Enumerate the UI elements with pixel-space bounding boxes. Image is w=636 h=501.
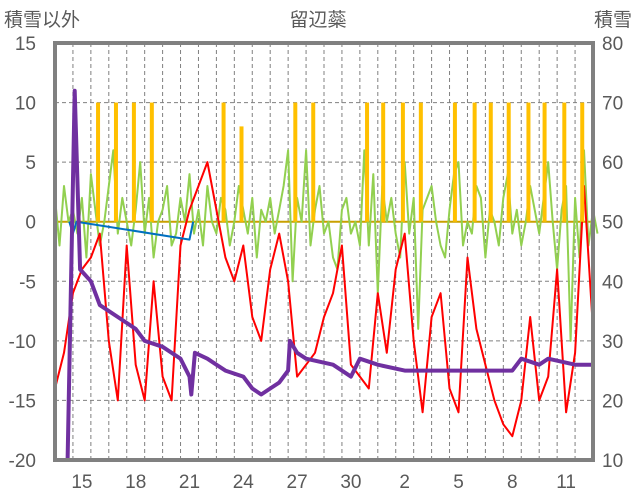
right-tick-label: 10 xyxy=(602,451,623,472)
x-tick-label: 24 xyxy=(233,472,255,493)
x-tick-label: 18 xyxy=(125,472,146,493)
x-tick-label: 21 xyxy=(179,472,200,493)
bar-orange xyxy=(311,102,316,222)
left-axis-label: 積雪以外 xyxy=(4,9,80,31)
right-tick-label: 40 xyxy=(602,272,623,293)
right-tick-label: 80 xyxy=(602,34,623,55)
bar-orange xyxy=(400,102,405,222)
bar-orange xyxy=(488,102,493,222)
x-tick-label: 2 xyxy=(399,472,410,493)
x-tick-label: 11 xyxy=(556,472,576,493)
bar-orange xyxy=(96,102,101,222)
bar-orange xyxy=(293,102,298,222)
bar-orange xyxy=(381,102,386,222)
bar-orange xyxy=(113,102,118,222)
right-tick-label: 20 xyxy=(602,391,623,412)
bar-orange xyxy=(365,102,370,222)
left-tick-label: 10 xyxy=(15,94,36,115)
left-tick-label: 15 xyxy=(15,34,36,55)
x-tick-label: 27 xyxy=(287,472,308,493)
right-tick-label: 70 xyxy=(602,94,623,115)
left-tick-label: -5 xyxy=(19,272,36,293)
x-tick-label: 15 xyxy=(71,472,92,493)
bar-orange xyxy=(131,102,136,222)
x-tick-label: 5 xyxy=(453,472,464,493)
left-tick-label: -20 xyxy=(9,451,36,472)
right-tick-label: 60 xyxy=(602,153,623,174)
left-tick-label: -10 xyxy=(9,332,36,353)
left-tick-label: -15 xyxy=(9,391,36,412)
plot-frame xyxy=(53,41,595,462)
x-tick-label: 8 xyxy=(507,472,518,493)
left-tick-label: 5 xyxy=(25,153,36,174)
right-tick-label: 30 xyxy=(602,332,623,353)
bar-orange xyxy=(526,102,531,222)
chart-title: 留辺蘂 xyxy=(289,9,346,31)
bar-orange xyxy=(580,102,585,222)
bar-orange xyxy=(506,102,511,222)
right-axis-label: 積雪 xyxy=(594,9,632,31)
bar-orange xyxy=(542,102,547,222)
bar-orange xyxy=(562,102,567,222)
left-tick-label: 0 xyxy=(25,213,36,234)
bar-orange xyxy=(149,102,154,222)
bar-orange xyxy=(239,126,244,222)
bar-orange xyxy=(472,102,477,222)
bar-orange xyxy=(418,102,423,222)
right-tick-label: 50 xyxy=(602,213,623,234)
bar-orange xyxy=(221,102,226,222)
bar-orange xyxy=(452,102,457,222)
x-tick-label: 30 xyxy=(340,472,361,493)
